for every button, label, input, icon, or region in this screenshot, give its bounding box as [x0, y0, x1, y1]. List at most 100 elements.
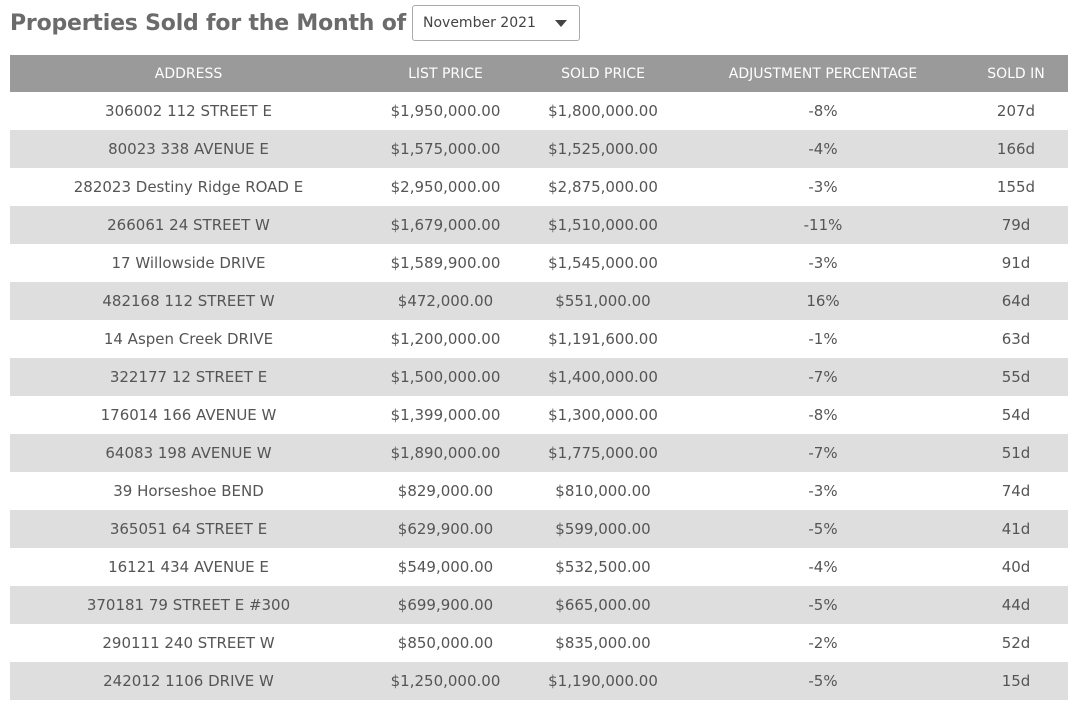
address-cell: 242012 1106 DRIVE W [10, 662, 367, 700]
table-row: 16121 434 AVENUE E $549,000.00 $532,500.00… [10, 548, 1068, 586]
list-price-cell: $829,000.00 [367, 472, 524, 510]
table-row: 290111 240 STREET W $850,000.00 $835,000.0… [10, 624, 1068, 662]
adjustment-percentage-cell: -1% [682, 320, 964, 358]
sold-properties-table: ADDRESS LIST PRICE SOLD PRICE ADJUSTMENT… [10, 55, 1068, 700]
adjustment-percentage-cell: 16% [682, 282, 964, 320]
table-header-row: ADDRESS LIST PRICE SOLD PRICE ADJUSTMENT… [10, 55, 1068, 92]
list-price-cell: $472,000.00 [367, 282, 524, 320]
address-cell: 282023 Destiny Ridge ROAD E [10, 168, 367, 206]
table-row: 306002 112 STREET E $1,950,000.00 $1,800,0… [10, 92, 1068, 130]
sold-in-cell: 51d [964, 434, 1068, 472]
sold-price-cell: $1,400,000.00 [524, 358, 682, 396]
sold-price-cell: $835,000.00 [524, 624, 682, 662]
list-price-cell: $629,900.00 [367, 510, 524, 548]
address-cell: 176014 166 AVENUE W [10, 396, 367, 434]
caret-down-icon [555, 19, 567, 27]
adjustment-percentage-cell: -3% [682, 244, 964, 282]
sold-in-cell: 91d [964, 244, 1068, 282]
sold-price-cell: $1,190,000.00 [524, 662, 682, 700]
sold-in-cell: 155d [964, 168, 1068, 206]
sold-in-cell: 55d [964, 358, 1068, 396]
table-row: 64083 198 AVENUE W $1,890,000.00 $1,775,00… [10, 434, 1068, 472]
table-row: 176014 166 AVENUE W $1,399,000.00 $1,300,0… [10, 396, 1068, 434]
list-price-cell: $1,399,000.00 [367, 396, 524, 434]
table-body: 306002 112 STREET E $1,950,000.00 $1,800,0… [10, 92, 1068, 700]
list-price-cell: $549,000.00 [367, 548, 524, 586]
table-row: 266061 24 STREET W $1,679,000.00 $1,510,00… [10, 206, 1068, 244]
sold-in-cell: 64d [964, 282, 1068, 320]
table-row: 242012 1106 DRIVE W $1,250,000.00 $1,190,0… [10, 662, 1068, 700]
adjustment-percentage-cell: -5% [682, 662, 964, 700]
address-cell: 370181 79 STREET E #300 [10, 586, 367, 624]
sold-price-cell: $532,500.00 [524, 548, 682, 586]
sold-price-cell: $2,875,000.00 [524, 168, 682, 206]
table-row: 14 Aspen Creek DRIVE $1,200,000.00 $1,191,… [10, 320, 1068, 358]
sold-in-cell: 79d [964, 206, 1068, 244]
adjustment-percentage-cell: -3% [682, 168, 964, 206]
page-header: Properties Sold for the Month of Novembe… [10, 4, 580, 42]
sold-price-cell: $665,000.00 [524, 586, 682, 624]
sold-price-cell: $1,545,000.00 [524, 244, 682, 282]
address-cell: 16121 434 AVENUE E [10, 548, 367, 586]
table-row: 370181 79 STREET E #300 $699,900.00 $665,0… [10, 586, 1068, 624]
adjustment-percentage-cell: -11% [682, 206, 964, 244]
list-price-cell: $1,250,000.00 [367, 662, 524, 700]
address-cell: 290111 240 STREET W [10, 624, 367, 662]
sold-price-cell: $1,525,000.00 [524, 130, 682, 168]
table-row: 482168 112 STREET W $472,000.00 $551,000.0… [10, 282, 1068, 320]
table-row: 80023 338 AVENUE E $1,575,000.00 $1,525,00… [10, 130, 1068, 168]
adjustment-percentage-cell: -5% [682, 586, 964, 624]
sold-price-cell: $810,000.00 [524, 472, 682, 510]
sold-price-cell: $599,000.00 [524, 510, 682, 548]
page-title: Properties Sold for the Month of [10, 10, 406, 36]
table-row: 322177 12 STREET E $1,500,000.00 $1,400,00… [10, 358, 1068, 396]
month-select-value: November 2021 [423, 15, 536, 31]
adjustment-percentage-cell: -4% [682, 548, 964, 586]
list-price-cell: $1,679,000.00 [367, 206, 524, 244]
table-row: 365051 64 STREET E $629,900.00 $599,000.00… [10, 510, 1068, 548]
sold-in-cell: 207d [964, 92, 1068, 130]
list-price-cell: $699,900.00 [367, 586, 524, 624]
address-cell: 64083 198 AVENUE W [10, 434, 367, 472]
address-cell: 482168 112 STREET W [10, 282, 367, 320]
column-header-list-price: LIST PRICE [367, 55, 524, 92]
adjustment-percentage-cell: -8% [682, 92, 964, 130]
address-cell: 266061 24 STREET W [10, 206, 367, 244]
sold-price-cell: $1,800,000.00 [524, 92, 682, 130]
list-price-cell: $1,575,000.00 [367, 130, 524, 168]
list-price-cell: $1,890,000.00 [367, 434, 524, 472]
address-cell: 39 Horseshoe BEND [10, 472, 367, 510]
sold-price-cell: $1,510,000.00 [524, 206, 682, 244]
sold-in-cell: 52d [964, 624, 1068, 662]
column-header-sold-in: SOLD IN [964, 55, 1068, 92]
list-price-cell: $1,200,000.00 [367, 320, 524, 358]
sold-price-cell: $1,191,600.00 [524, 320, 682, 358]
address-cell: 14 Aspen Creek DRIVE [10, 320, 367, 358]
sold-in-cell: 44d [964, 586, 1068, 624]
sold-price-cell: $1,300,000.00 [524, 396, 682, 434]
list-price-cell: $1,950,000.00 [367, 92, 524, 130]
sold-in-cell: 40d [964, 548, 1068, 586]
address-cell: 306002 112 STREET E [10, 92, 367, 130]
list-price-cell: $1,589,900.00 [367, 244, 524, 282]
column-header-address: ADDRESS [10, 55, 367, 92]
adjustment-percentage-cell: -8% [682, 396, 964, 434]
sold-in-cell: 41d [964, 510, 1068, 548]
adjustment-percentage-cell: -4% [682, 130, 964, 168]
month-select[interactable]: November 2021 [412, 5, 580, 41]
sold-in-cell: 74d [964, 472, 1068, 510]
sold-in-cell: 54d [964, 396, 1068, 434]
address-cell: 365051 64 STREET E [10, 510, 367, 548]
column-header-sold-price: SOLD PRICE [524, 55, 682, 92]
sold-in-cell: 15d [964, 662, 1068, 700]
list-price-cell: $1,500,000.00 [367, 358, 524, 396]
address-cell: 17 Willowside DRIVE [10, 244, 367, 282]
sold-in-cell: 166d [964, 130, 1068, 168]
address-cell: 322177 12 STREET E [10, 358, 367, 396]
sold-price-cell: $1,775,000.00 [524, 434, 682, 472]
sold-price-cell: $551,000.00 [524, 282, 682, 320]
table-row: 39 Horseshoe BEND $829,000.00 $810,000.00-… [10, 472, 1068, 510]
adjustment-percentage-cell: -7% [682, 434, 964, 472]
adjustment-percentage-cell: -5% [682, 510, 964, 548]
adjustment-percentage-cell: -3% [682, 472, 964, 510]
